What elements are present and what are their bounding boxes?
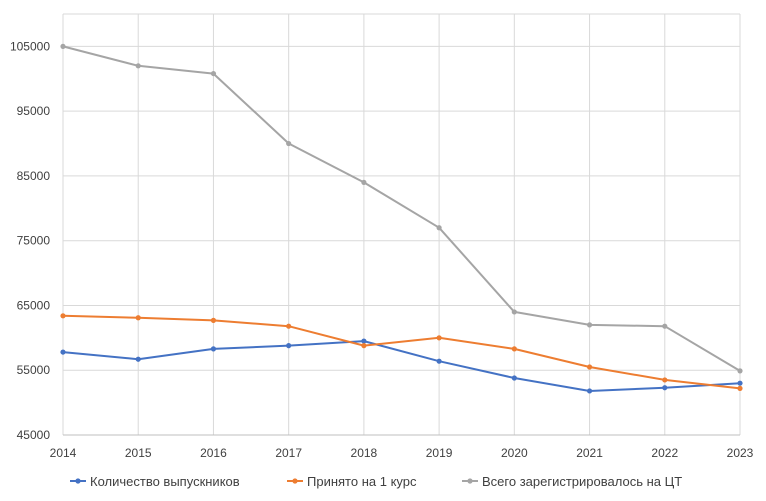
legend: Количество выпускников Принято на 1 курс В… <box>70 474 682 489</box>
x-tick-label: 2023 <box>727 446 754 460</box>
x-tick-label: 2016 <box>200 446 227 460</box>
x-tick-label: 2020 <box>501 446 528 460</box>
series-line <box>62 314 741 390</box>
series-2 <box>60 313 743 391</box>
legend-item: Всего зарегистрировалось на ЦТ <box>462 474 682 489</box>
data-point <box>662 385 668 391</box>
data-point <box>361 338 367 344</box>
data-point <box>436 358 442 364</box>
x-tick-label: 2021 <box>576 446 603 460</box>
data-point <box>511 375 517 381</box>
legend-swatch-marker <box>467 478 473 484</box>
series-line <box>62 340 741 392</box>
y-tick-label: 55000 <box>17 363 51 377</box>
x-tick-label: 2015 <box>125 446 152 460</box>
gridlines <box>62 13 741 436</box>
data-point <box>586 388 593 394</box>
data-point <box>286 323 292 329</box>
data-point <box>361 343 367 349</box>
data-point <box>60 349 66 355</box>
data-point <box>737 368 743 374</box>
y-tick-label: 105000 <box>10 39 50 53</box>
data-point <box>210 346 217 352</box>
y-tick-label: 75000 <box>17 234 51 248</box>
axes: 45000 55000 65000 75000 85000 95000 105000 2014… <box>10 39 754 460</box>
series-lines <box>60 43 743 394</box>
data-point <box>210 317 217 323</box>
data-point <box>586 322 593 328</box>
series-1 <box>60 338 743 394</box>
legend-item: Количество выпускников <box>70 474 240 489</box>
data-point <box>210 70 217 77</box>
legend-label: Всего зарегистрировалось на ЦТ <box>482 474 682 489</box>
x-tick-label: 2018 <box>351 446 378 460</box>
data-point <box>436 225 442 231</box>
data-point <box>60 43 66 49</box>
legend-swatch-marker <box>292 478 298 484</box>
data-point <box>511 346 517 352</box>
series-line <box>62 45 741 372</box>
data-point <box>60 313 66 319</box>
data-point <box>511 309 517 315</box>
data-point <box>737 380 743 386</box>
y-tick-label: 65000 <box>17 298 51 312</box>
data-point <box>662 377 668 383</box>
data-point <box>135 356 141 362</box>
data-point <box>436 335 442 341</box>
series-3 <box>60 43 743 374</box>
data-point <box>586 364 593 370</box>
data-point <box>286 343 292 349</box>
x-tick-label: 2019 <box>426 446 453 460</box>
x-tick-label: 2014 <box>50 446 77 460</box>
data-point <box>286 140 292 147</box>
y-tick-label: 85000 <box>17 169 51 183</box>
y-tick-label: 95000 <box>17 104 51 118</box>
data-point <box>662 323 668 329</box>
data-point <box>361 179 367 185</box>
legend-label: Количество выпускников <box>90 474 240 489</box>
data-point <box>135 63 141 69</box>
legend-item: Принято на 1 курс <box>287 474 417 489</box>
data-point <box>135 315 141 321</box>
data-point <box>737 385 743 391</box>
legend-label: Принято на 1 курс <box>307 474 417 489</box>
legend-swatch-marker <box>75 478 81 484</box>
y-tick-label: 45000 <box>17 428 51 442</box>
x-tick-label: 2022 <box>651 446 678 460</box>
x-tick-label: 2017 <box>275 446 302 460</box>
